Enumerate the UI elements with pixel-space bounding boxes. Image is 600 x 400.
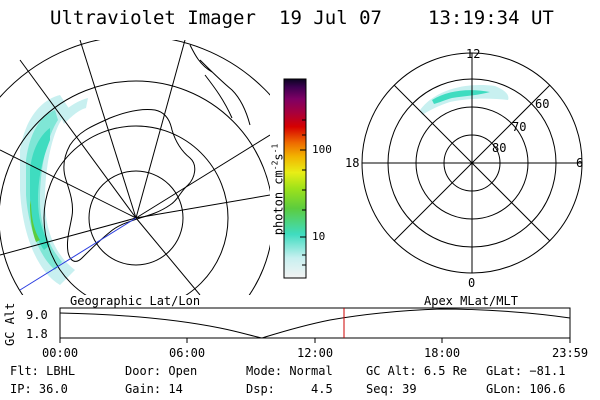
colorbar-label: photon cm-2s-1 [270,125,286,255]
status-mode-label: Mode: [246,364,283,378]
status-gc-alt-label: GC Alt: [366,364,417,378]
altitude-ytick-high: 9.0 [26,308,48,322]
status-mode-value: Normal [289,364,333,378]
mlt-label-0: 0 [468,276,476,290]
status-gain-label: Gain: [125,382,162,396]
status-seq-value: 39 [402,382,417,396]
status-glat-value: −81.1 [529,364,566,378]
status-glon: GLon: 106.6 [486,383,565,395]
status-gc-alt-value: 6.5 Re [423,364,468,378]
time-tick-0000: 00:00 [42,346,79,360]
status-seq: Seq: 39 [366,383,417,395]
colorbar-ticks [300,119,306,266]
status-door-label: Door: [125,364,162,378]
left-panel-caption: Geographic Lat/Lon [70,294,201,308]
time-tick-2359: 23:59 [552,346,589,360]
colorbar-label-unit: photon cm [271,170,286,236]
colorbar-label-exp2: -1 [270,143,280,154]
aurora-emission-left [20,95,88,285]
colorbar-tick-10: 10 [312,230,326,243]
status-gain-value: 14 [168,382,183,396]
time-tick-0600: 06:00 [169,346,206,360]
altitude-plot [59,307,571,343]
mlat-label-70: 70 [512,120,527,134]
geographic-map [0,40,270,295]
altitude-ytick-low: 1.8 [26,327,48,341]
status-ip-label: IP: [10,382,32,396]
status-door: Door: Open [125,365,197,377]
status-flt-label: Flt: [10,364,39,378]
time-tick-1800: 18:00 [424,346,461,360]
app-title: Ultraviolet Imager [50,7,256,29]
mlt-label-18: 18 [345,156,360,170]
status-glat: GLat: −81.1 [486,365,565,377]
status-seq-label: Seq: [366,382,395,396]
colorbar [283,78,307,279]
status-dsp: Dsp: 4.5 [246,383,333,395]
status-flt: Flt: LBHL [10,365,75,377]
right-panel-caption: Apex MLat/MLT [424,294,518,308]
status-dsp-label: Dsp: [246,382,275,396]
status-flt-value: LBHL [46,364,76,378]
colorbar-label-exp1: -2 [270,160,280,171]
status-ip-value: 36.0 [38,382,68,396]
mlt-label-12: 12 [466,47,481,61]
mlat-label-80: 80 [492,141,507,155]
colorbar-tick-100: 100 [312,143,332,156]
time-tick-1200: 12:00 [297,346,334,360]
mlat-label-60: 60 [535,97,550,111]
status-glat-label: GLat: [486,364,523,378]
mlt-label-6: 6 [576,156,584,170]
status-glon-value: 106.6 [529,382,566,396]
time-label: 13:19:34 UT [428,7,554,29]
date-label: 19 Jul 07 [279,7,382,29]
status-mode: Mode: Normal [246,365,333,377]
colorbar-label-unit2: s [271,153,286,161]
status-gc-alt: GC Alt: 6.5 Re [366,365,467,377]
altitude-ylabel: GC Alt [3,302,17,346]
status-glon-label: GLon: [486,382,523,396]
polar-dial [361,52,583,274]
status-ip: IP: 36.0 [10,383,68,395]
status-gain: Gain: 14 [125,383,183,395]
status-dsp-value: 4.5 [311,382,333,396]
status-door-value: Open [168,364,198,378]
